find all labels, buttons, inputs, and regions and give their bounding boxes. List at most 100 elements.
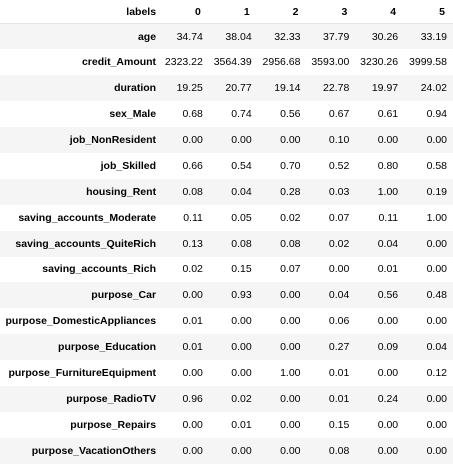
table-cell: 0.68: [182, 108, 203, 121]
table-cell: 0.96: [182, 392, 203, 405]
table-cell: 0.04: [377, 237, 399, 250]
table-cell: 0.00: [426, 444, 447, 457]
table-row: purpose_Repairs 0.00 0.01 0.00 0.15 0.00 0.00: [0, 411, 453, 438]
table-cell: 0.05: [231, 211, 252, 224]
table-cell: 0.00: [182, 418, 203, 431]
row-label: purpose_VacationOthers: [31, 444, 157, 457]
table-cell: 0.09: [377, 341, 399, 354]
table-cell: 0.00: [426, 418, 447, 431]
table-cell: 0.70: [280, 159, 301, 172]
column-header: 4: [355, 0, 405, 24]
table-cell: 2323.22: [164, 56, 203, 69]
table-cell: 0.04: [231, 185, 252, 198]
table-cell: 0.00: [328, 263, 350, 276]
table-row: saving_accounts_Rich 0.02 0.15 0.07 0.00 0.01…: [0, 256, 453, 283]
table-cell: 0.74: [231, 108, 252, 121]
table-cell: 37.79: [323, 30, 350, 43]
row-label: purpose_Repairs: [70, 418, 157, 431]
table-cell: 34.74: [176, 30, 203, 43]
table-cell: 0.67: [328, 108, 350, 121]
table-cell: 0.56: [280, 108, 301, 121]
table-cell: 0.93: [231, 289, 252, 302]
table-cell: 3230.26: [360, 56, 399, 69]
table-cell: 0.24: [377, 392, 399, 405]
table-cell: 0.00: [231, 444, 252, 457]
row-label: purpose_Education: [58, 341, 157, 354]
column-header: 3: [306, 0, 356, 24]
table-cell: 0.00: [182, 367, 203, 380]
row-label: sex_Male: [109, 108, 157, 121]
table-cell: 0.15: [231, 263, 252, 276]
table-row: job_Skilled 0.66 0.54 0.70 0.52 0.80 0.58: [0, 152, 453, 179]
table-cell: 0.00: [231, 134, 252, 146]
table-cell: 0.00: [280, 315, 301, 328]
table-cell: 30.26: [371, 30, 399, 43]
table-cell: 0.11: [378, 211, 399, 224]
table-cell: 0.00: [182, 444, 203, 457]
table-cell: 19.14: [274, 82, 301, 95]
row-label: purpose_RadioTV: [66, 392, 157, 405]
table-cell: 0.00: [426, 392, 447, 405]
table-cell: 0.08: [328, 444, 350, 457]
table-cell: 3564.39: [213, 56, 252, 69]
table-cell: 20.77: [225, 82, 252, 95]
table-cell: 0.01: [377, 263, 399, 276]
row-label: job_NonResident: [69, 134, 157, 146]
table-cell: 0.00: [231, 341, 252, 354]
table-row: housing_Rent 0.08 0.04 0.28 0.03 1.00 0.19: [0, 178, 453, 205]
row-label: job_Skilled: [100, 159, 157, 172]
table-cell: 0.02: [280, 211, 301, 224]
header-row: labels 0 1 2 3 4 5: [0, 0, 453, 24]
table-cell: 0.00: [377, 134, 399, 146]
table-cell: 0.94: [426, 108, 447, 121]
table-cell: 0.61: [377, 108, 399, 121]
table-cell: 0.00: [377, 367, 399, 380]
row-label: housing_Rent: [86, 185, 157, 198]
table-row: purpose_VacationOthers 0.00 0.00 0.00 0.08 0.…: [0, 437, 453, 464]
table-cell: 0.48: [426, 289, 447, 302]
table-cell: 0.80: [377, 159, 399, 172]
table-cell: 3999.58: [409, 56, 447, 69]
table-cell: 1.00: [280, 367, 301, 380]
table-cell: 0.00: [231, 367, 252, 380]
table-cell: 0.02: [231, 392, 252, 405]
table-cell: 0.15: [328, 418, 350, 431]
table-body: age 34.74 38.04 32.33 37.79 30.26 33.19 credit_…: [0, 23, 453, 464]
column-header: 5: [404, 0, 453, 24]
table-cell: 33.19: [420, 30, 447, 43]
row-label: credit_Amount: [81, 56, 157, 69]
column-header: 0: [160, 0, 209, 24]
table-cell: 0.13: [182, 237, 203, 250]
table-cell: 0.08: [182, 185, 203, 198]
table-row: sex_Male 0.68 0.74 0.56 0.67 0.61 0.94: [0, 101, 453, 128]
row-label: saving_accounts_QuiteRich: [15, 237, 157, 250]
table-row: duration 19.25 20.77 19.14 22.78 19.97 24.02: [0, 75, 453, 102]
table-cell: 1.00: [377, 185, 399, 198]
table-cell: 2956.68: [262, 56, 301, 69]
table-row: saving_accounts_QuiteRich 0.13 0.08 0.08 0.0…: [0, 230, 453, 257]
table-cell: 0.00: [280, 134, 301, 146]
table-cell: 0.00: [426, 315, 447, 328]
table-cell: 0.08: [231, 237, 252, 250]
table-cell: 0.00: [426, 134, 447, 146]
table-cell: 0.08: [280, 237, 301, 250]
row-label: saving_accounts_Rich: [42, 263, 157, 276]
table-row: saving_accounts_Moderate 0.11 0.05 0.02 0.07…: [0, 204, 453, 231]
table-row: purpose_RadioTV 0.96 0.02 0.00 0.01 0.24 0.00: [0, 385, 453, 412]
table-cell: 0.01: [328, 392, 350, 405]
table-header: labels 0 1 2 3 4 5: [0, 0, 453, 24]
table-cell: 0.02: [182, 263, 203, 276]
table-cell: 0.07: [328, 211, 350, 224]
table-cell: 0.03: [328, 185, 350, 198]
table-cell: 0.02: [328, 237, 350, 250]
table-cell: 0.04: [426, 341, 447, 354]
table-cell: 0.00: [280, 444, 301, 457]
table-cell: 3593.00: [311, 56, 350, 69]
table-cell: 0.04: [328, 289, 350, 302]
table-cell: 22.78: [323, 82, 350, 95]
table-cell: 0.11: [183, 211, 203, 224]
table-cell: 0.00: [231, 315, 252, 328]
table-cell: 0.00: [280, 418, 301, 431]
table-cell: 0.00: [426, 237, 447, 250]
